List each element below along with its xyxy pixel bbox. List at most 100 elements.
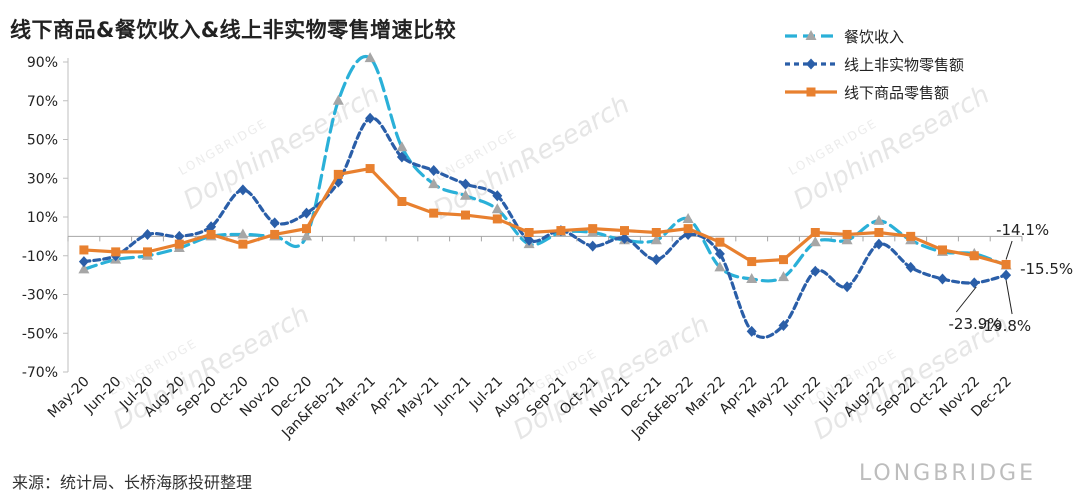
series-2 <box>78 112 1012 339</box>
data-point <box>142 228 153 240</box>
y-tick-label: -10% <box>22 249 58 265</box>
data-point <box>238 239 248 249</box>
data-point <box>302 224 311 234</box>
annotation-leader <box>1005 280 1013 315</box>
annotation-label: -23.9% <box>949 315 1002 333</box>
y-tick-label: 70% <box>27 94 58 110</box>
data-point <box>397 197 407 206</box>
legend-marker <box>805 30 817 40</box>
data-point <box>428 178 440 189</box>
y-tick-label: -70% <box>22 365 58 381</box>
series-line <box>82 166 1008 267</box>
y-tick-label: -30% <box>22 288 58 304</box>
data-point <box>873 238 884 250</box>
data-point <box>683 224 693 234</box>
legend-marker <box>806 58 816 70</box>
y-tick-label: 50% <box>27 133 58 149</box>
data-point <box>269 217 280 229</box>
data-point <box>747 257 757 267</box>
data-point <box>651 228 661 237</box>
annotation-layer: -14.1% -15.5% -23.9%-19.8% <box>949 221 1074 335</box>
legend-marker <box>806 87 816 97</box>
y-tick-label: 30% <box>27 171 58 187</box>
y-tick-label: 10% <box>27 210 58 226</box>
annotation-label: -14.1% <box>996 221 1049 239</box>
data-point <box>78 263 90 274</box>
data-point <box>396 151 407 163</box>
legend-label: 线下商品零售额 <box>844 83 950 102</box>
data-point <box>79 245 89 255</box>
data-point <box>810 265 821 277</box>
legend-swatch <box>785 87 837 97</box>
data-point <box>429 208 439 218</box>
data-point <box>620 226 629 236</box>
data-point <box>270 229 280 239</box>
data-point <box>206 221 217 233</box>
data-point <box>174 230 185 242</box>
data-point <box>809 236 821 247</box>
annotation-leader <box>1005 240 1013 260</box>
data-point <box>396 141 408 152</box>
data-point <box>461 210 470 220</box>
data-point <box>206 229 216 239</box>
data-point <box>143 247 152 257</box>
data-point <box>841 234 853 245</box>
data-point <box>301 207 312 219</box>
data-point <box>524 228 534 237</box>
data-point <box>810 228 820 237</box>
data-point <box>365 164 375 174</box>
data-point <box>746 325 757 337</box>
data-point <box>619 232 630 244</box>
y-tick-label: 90% <box>27 55 58 71</box>
annotation-leader <box>955 286 977 313</box>
data-point <box>365 112 376 124</box>
data-point <box>301 230 312 241</box>
legend-item: 线下商品零售额 <box>782 78 964 106</box>
data-point <box>682 212 694 223</box>
data-point <box>842 281 853 293</box>
data-point <box>778 320 789 331</box>
data-point <box>650 234 662 245</box>
series-layer <box>78 52 1012 339</box>
data-point <box>969 251 979 261</box>
data-point <box>111 247 121 257</box>
data-point <box>937 273 948 285</box>
annotation-label: -19.8% <box>978 317 1031 335</box>
legend-swatch <box>785 30 837 40</box>
data-point <box>842 229 852 239</box>
data-point <box>778 271 789 282</box>
data-point <box>460 178 471 190</box>
data-point <box>651 254 662 266</box>
series-3 <box>79 164 1011 269</box>
data-point <box>905 261 916 273</box>
data-point <box>969 277 980 289</box>
data-point <box>78 256 89 268</box>
legend-item: 餐饮收入 <box>782 22 964 50</box>
data-point <box>779 255 788 265</box>
data-point <box>874 228 884 237</box>
data-point <box>428 165 439 176</box>
data-point <box>873 214 885 225</box>
annotation-label: -15.5% <box>1020 260 1073 278</box>
data-point <box>1001 259 1011 269</box>
legend: 餐饮收入线上非实物零售额 线下商品零售额 <box>782 22 964 106</box>
data-point <box>1001 269 1012 281</box>
data-point <box>906 231 916 241</box>
data-point <box>332 94 344 105</box>
data-point <box>524 234 535 246</box>
data-point <box>174 239 184 249</box>
legend-swatch <box>785 58 837 70</box>
legend-label: 线上非实物零售额 <box>844 55 965 74</box>
data-point <box>460 189 471 200</box>
data-point <box>364 52 376 63</box>
chart-title: 线下商品&餐饮收入&线上非实物零售增速比较 <box>10 18 457 42</box>
legend-label: 餐饮收入 <box>844 27 905 46</box>
data-point <box>587 240 598 252</box>
data-point <box>714 248 725 260</box>
data-point <box>714 261 726 272</box>
data-point <box>237 184 248 196</box>
data-point <box>938 245 947 255</box>
brand-logo-text: LONGBRIDGE <box>858 461 1036 486</box>
legend-item: 线上非实物零售额 <box>782 50 964 78</box>
